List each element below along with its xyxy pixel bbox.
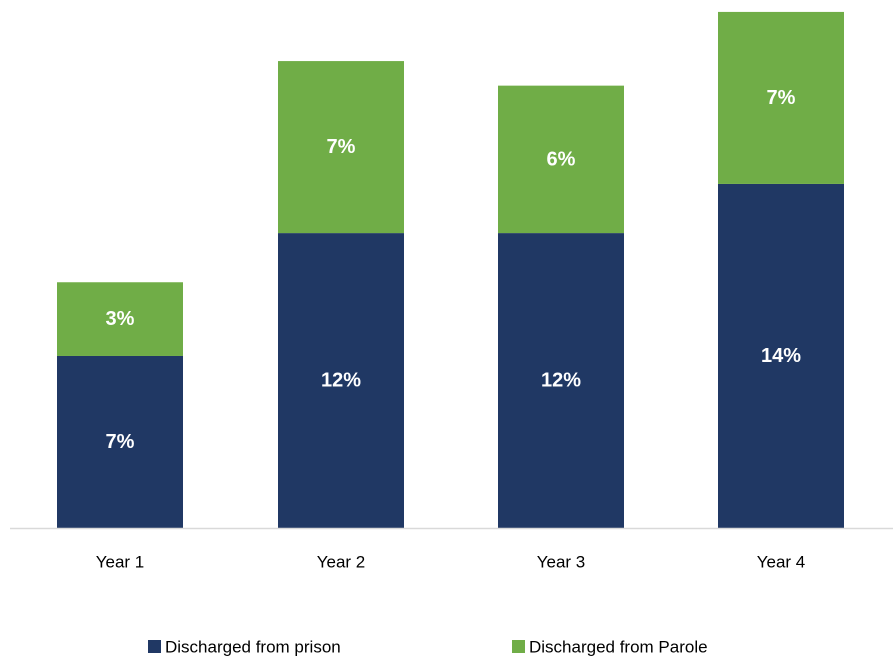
legend: Discharged from prison Discharged from Pa… bbox=[148, 638, 708, 657]
bar-discharged-from-parole-3 bbox=[498, 85, 624, 234]
legend-swatch-discharged-from-parole bbox=[512, 640, 525, 653]
bar-discharged-from-parole-4 bbox=[718, 11, 844, 184]
x-tick-label-2: Year 2 bbox=[317, 553, 366, 572]
data-label-discharged-from-prison-1: 7% bbox=[106, 431, 135, 453]
bar-discharged-from-prison-1 bbox=[57, 355, 183, 528]
bar-discharged-from-prison-4 bbox=[718, 183, 844, 528]
data-label-discharged-from-parole-2: 7% bbox=[327, 136, 356, 158]
bar-discharged-from-prison-2 bbox=[278, 233, 404, 528]
x-tick-label-1: Year 1 bbox=[96, 553, 145, 572]
data-label-discharged-from-prison-3: 12% bbox=[541, 370, 581, 392]
bar-discharged-from-prison-3 bbox=[498, 233, 624, 528]
legend-label-discharged-from-parole: Discharged from Parole bbox=[529, 638, 708, 657]
data-label-discharged-from-parole-1: 3% bbox=[106, 308, 135, 330]
data-label-discharged-from-prison-2: 12% bbox=[321, 370, 361, 392]
legend-label-discharged-from-prison: Discharged from prison bbox=[165, 638, 341, 657]
x-tick-label-4: Year 4 bbox=[757, 553, 806, 572]
bars-layer: 7% 3% 12% 7% 12% 6% 14% 7% bbox=[57, 11, 844, 528]
data-label-discharged-from-parole-3: 6% bbox=[547, 148, 576, 170]
data-label-discharged-from-parole-4: 7% bbox=[767, 87, 796, 109]
bar-discharged-from-parole-2 bbox=[278, 61, 404, 234]
x-axis-ticks: Year 1 Year 2 Year 3 Year 4 bbox=[96, 553, 806, 572]
x-tick-label-3: Year 3 bbox=[537, 553, 586, 572]
legend-swatch-discharged-from-prison bbox=[148, 640, 161, 653]
data-label-discharged-from-prison-4: 14% bbox=[761, 345, 801, 367]
bar-discharged-from-parole-1 bbox=[57, 282, 183, 356]
